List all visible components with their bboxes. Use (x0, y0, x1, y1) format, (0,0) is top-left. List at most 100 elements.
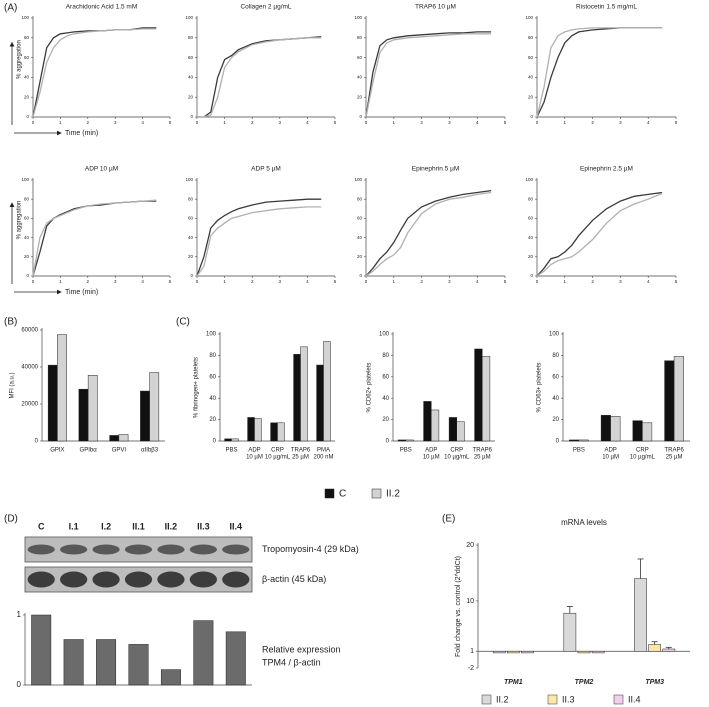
line-series (536, 27, 663, 118)
y-tick-label: 100 (354, 177, 362, 182)
y-tick-label: 100 (379, 332, 390, 338)
y-tick-label: 20 (24, 94, 30, 99)
chart-title: Collagen 2 µg/mL (240, 4, 291, 11)
line-series (32, 27, 157, 118)
y-tick-label: 60 (188, 55, 194, 60)
x-axis-label: Time (min) (65, 289, 98, 296)
x-tick-label: 4 (141, 120, 144, 125)
bar (673, 356, 684, 442)
bar (277, 422, 285, 442)
x-tick-label: CRP (450, 448, 463, 454)
bar (57, 334, 67, 442)
bar (225, 631, 246, 686)
y-tick-label: 20 (552, 417, 559, 423)
x-tick-label: 1 (564, 279, 567, 284)
y-tick-label: 100 (525, 15, 533, 20)
y-tick-label: 60000 (21, 328, 38, 334)
bar (316, 364, 324, 442)
line-series (197, 37, 322, 118)
legend-swatch (371, 488, 382, 499)
chart-title: ADP 10 µM (85, 166, 118, 173)
x-tick-label: 2 (251, 279, 254, 284)
bar (193, 620, 214, 686)
blot-band (189, 571, 217, 588)
x-tick-label: TRAP6 (291, 448, 311, 454)
y-tick-label: 20 (357, 94, 363, 99)
x-tick-label: 5 (334, 279, 337, 284)
line-series (32, 199, 157, 277)
x-tick-label: 1 (59, 279, 62, 284)
y-axis-label: % fibrinogen+ platelets (194, 357, 200, 418)
y-tick-label: 80 (209, 353, 216, 359)
x-tick-label: TPM1 (504, 679, 523, 686)
y-tick-label: 0 (386, 439, 390, 445)
y-tick-label: 0 (359, 114, 362, 119)
line-series (365, 31, 492, 118)
x-tick-label: 3 (279, 279, 282, 284)
x-tick-label: 2 (87, 279, 90, 284)
panel-label: (A) (4, 3, 17, 14)
y-tick-label: -2 (468, 665, 474, 672)
bar (293, 354, 301, 442)
x-tick-label: 0 (536, 120, 539, 125)
bar (254, 418, 262, 442)
x-tick-label: 0 (32, 279, 35, 284)
x-tick-label: TPM2 (575, 679, 594, 686)
x-tick-label: PBS (225, 448, 237, 454)
bar (87, 375, 98, 442)
x-tick-label: ADP (604, 448, 616, 454)
y-tick-label: 60 (552, 374, 559, 380)
bar (521, 650, 534, 654)
legend-label: II.3 (562, 694, 575, 704)
x-tick-label: 5 (334, 120, 337, 125)
x-tick-label: 10 µg/mL (265, 455, 291, 461)
bar (577, 650, 591, 654)
bar (662, 648, 676, 652)
lane-label: II.4 (230, 521, 243, 531)
x-tick-label: 25 µM (292, 455, 309, 461)
x-tick-label: GPIbα (80, 448, 98, 454)
lane-label: II.1 (132, 521, 145, 531)
x-tick-label: 0 (32, 120, 35, 125)
y-tick-label: 80 (24, 196, 30, 201)
line-series (536, 27, 663, 118)
y-axis-label: % CD62+ platelets (367, 363, 373, 413)
y-tick-label: 80 (188, 35, 194, 40)
line-series (536, 191, 663, 277)
y-tick-label: 40 (382, 396, 389, 402)
bar (664, 360, 675, 442)
bar (431, 409, 440, 442)
bar (224, 438, 232, 442)
chart-title: Ristocetin 1.5 mg/mL (576, 4, 637, 11)
x-tick-label: 0 (365, 120, 368, 125)
panel-label: (D) (4, 514, 18, 525)
y-tick-label: 80 (382, 353, 389, 359)
x-tick-label: PBS (573, 448, 585, 454)
band-label: Tropomyosin-4 (29 kDa) (262, 544, 359, 554)
y-tick-label: 10 (466, 598, 474, 605)
bar (118, 434, 129, 442)
lane-label: I.2 (101, 521, 111, 531)
bar (31, 614, 52, 686)
x-tick-label: GPIX (50, 448, 64, 454)
bar (109, 435, 120, 442)
y-tick-label: 60 (24, 216, 30, 221)
legend-swatch (481, 694, 492, 705)
y-axis-label: Fold change vs. control (2^ddCt) (455, 556, 462, 657)
x-tick-label: 3 (448, 279, 451, 284)
y-tick-label: 20 (382, 417, 389, 423)
line-series (197, 36, 322, 118)
x-tick-label: 10 µg/mL (444, 455, 470, 461)
x-tick-label: 2 (420, 120, 423, 125)
bar (474, 348, 483, 442)
y-tick-label: 40000 (21, 365, 38, 371)
x-tick-label: 1 (393, 120, 396, 125)
y-tick-label: 0 (190, 114, 193, 119)
x-tick-label: 0 (196, 279, 199, 284)
blot-band (27, 571, 55, 588)
bar (128, 644, 149, 686)
y-tick-label: 20 (528, 254, 534, 259)
x-tick-label: 4 (306, 120, 309, 125)
y-tick-label: 20 (357, 254, 363, 259)
